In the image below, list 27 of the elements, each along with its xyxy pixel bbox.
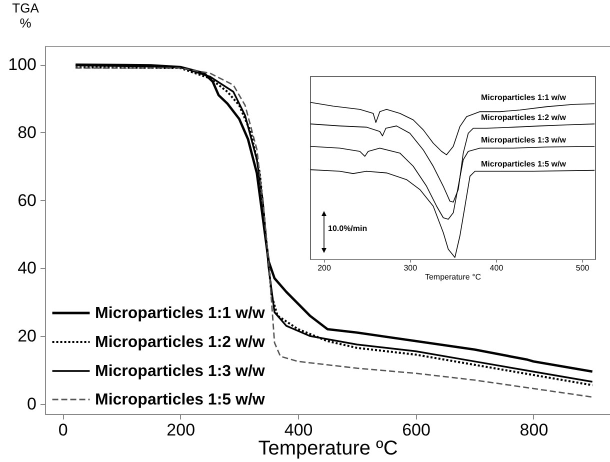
x-tick-label: 200	[318, 264, 332, 272]
x-tick-label: 800	[520, 420, 548, 440]
x-tick-label: 400	[284, 420, 313, 440]
x-tick-label: 300	[404, 264, 418, 272]
y-tick-label: 20	[18, 326, 36, 346]
x-axis-title: Temperature °C	[424, 272, 482, 282]
x-tick-label: 500	[576, 264, 590, 272]
x-tick-label: 200	[166, 420, 196, 440]
y-tick-label: 0	[27, 394, 36, 414]
x-tick-label: 400	[490, 264, 504, 272]
legend-label: Microparticles 1:1 w/w	[95, 305, 266, 322]
annotation: 10.0%/min	[328, 224, 368, 233]
legend-label: Microparticles 1:2 w/w	[95, 334, 266, 351]
series-label: Microparticles 1:3 w/w	[481, 135, 567, 144]
x-tick-label: 600	[402, 420, 430, 440]
y-tick-label: 100	[8, 55, 36, 74]
series-label: Microparticles 1:5 w/w	[481, 159, 567, 168]
x-axis-title: Temperature ºC	[258, 438, 398, 460]
y-tick-label: 40	[18, 258, 36, 278]
legend-label: Microparticles 1:5 w/w	[95, 392, 266, 408]
y-tick-label: 80	[18, 122, 36, 142]
legend-label: Microparticles 1:3 w/w	[95, 363, 266, 380]
x-tick-label: 0	[58, 420, 68, 440]
series-label: Microparticles 1:1 w/w	[481, 92, 567, 102]
series-label: Microparticles 1:2 w/w	[481, 112, 567, 122]
y-axis-title: TGA %	[12, 0, 40, 30]
y-tick-label: 60	[18, 190, 36, 210]
